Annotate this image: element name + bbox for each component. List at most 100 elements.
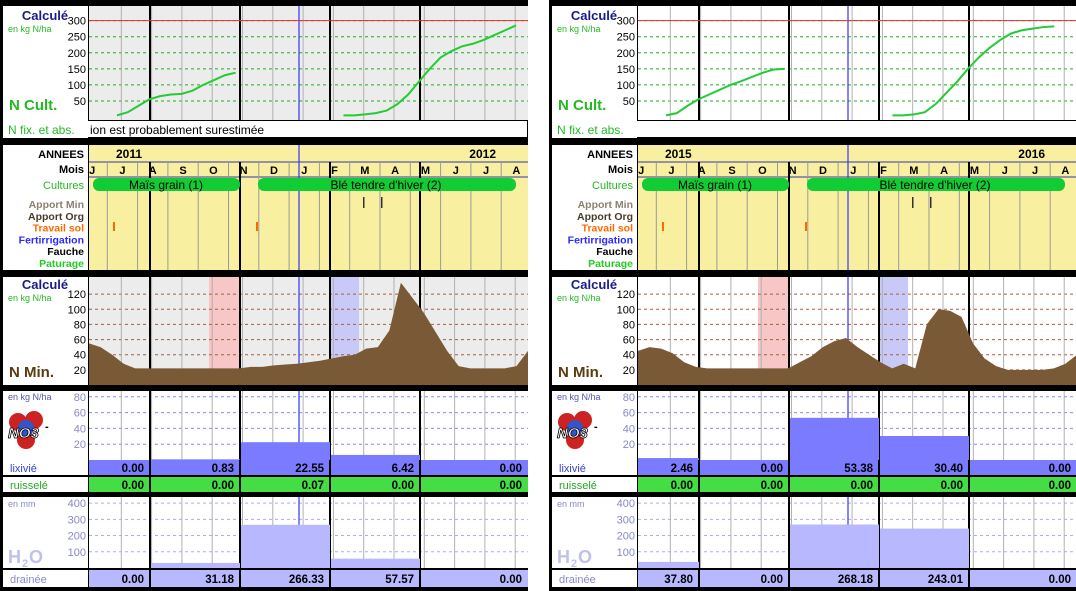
unit-label: en kg N/ha <box>557 392 601 402</box>
y-tick-label: 200 <box>68 531 86 543</box>
lixivie-label: lixivié <box>559 463 586 475</box>
h2o-o: O <box>29 547 43 567</box>
annees-label: ANNEES <box>38 149 84 161</box>
y-tick-label: 120 <box>617 289 635 301</box>
label-box <box>3 6 88 138</box>
lixivie-value: 0.00 <box>1049 463 1071 475</box>
y-tick-label: 400 <box>617 498 635 510</box>
y-tick-label: 60 <box>74 335 86 347</box>
lixivie-bar <box>331 454 420 460</box>
month-label: D <box>819 165 827 177</box>
ruissele-value: 0.00 <box>212 480 234 492</box>
mois-label: Mois <box>608 164 633 176</box>
apport-org-mark <box>930 197 932 208</box>
month-label: D <box>270 165 278 177</box>
year-2: 2012 <box>469 147 496 161</box>
nmin-area <box>638 309 1076 385</box>
label-box <box>552 145 637 270</box>
apport-org-mark <box>363 197 365 208</box>
ruissele-value: 0.00 <box>392 480 414 492</box>
cultures-label: Cultures <box>592 180 633 192</box>
ruissele-label-bg <box>552 477 637 492</box>
nfix-label: N fix. et abs. <box>557 123 624 137</box>
lixivie-bar <box>241 442 330 460</box>
y-tick-label: 300 <box>68 16 86 28</box>
lixivie-value: 53.38 <box>844 463 873 475</box>
ncult-series-line <box>665 67 785 117</box>
y-tick-label: 250 <box>68 32 86 44</box>
month-label: J <box>453 165 459 177</box>
nfix-label: N fix. et abs. <box>8 123 75 137</box>
month-label: N <box>789 165 797 177</box>
y-tick-label: 20 <box>74 439 86 451</box>
unit-label: en kg N/ha <box>8 392 52 402</box>
draine-value: 268.18 <box>838 574 874 586</box>
intervention-label: Fertirrigation <box>568 234 633 246</box>
label-box <box>552 6 637 138</box>
calcule-title: Calculé <box>22 277 68 292</box>
ncult-series-line <box>892 25 1055 117</box>
nfix-note: ion est probablement surestimée <box>90 123 264 137</box>
crop-label-2: Blé tendre d'hiver (2) <box>330 178 441 192</box>
ncult-label: N Cult. <box>558 97 606 114</box>
ruissele-value: 0.00 <box>761 480 783 492</box>
nmin-label: N Min. <box>558 364 603 381</box>
month-label: J <box>638 165 644 177</box>
calendar-bg <box>638 145 1076 270</box>
y-tick-label: 100 <box>68 547 86 559</box>
y-tick-label: 20 <box>623 439 635 451</box>
y-tick-label: 200 <box>617 531 635 543</box>
travail-sol-mark <box>662 222 664 231</box>
chart-panel-left: 50 100 150 200 250 300 Calculé en kg N/ha N Cult… <box>0 0 528 591</box>
ruissele-value: 0.00 <box>1049 480 1071 492</box>
ruissele-label: ruisselé <box>10 480 48 492</box>
unit-label: en mm <box>557 499 585 509</box>
draine-bar <box>331 558 420 568</box>
intervention-label: Apport Org <box>28 211 84 223</box>
y-tick-label: 60 <box>623 335 635 347</box>
month-label: A <box>940 165 948 177</box>
y-tick-label: 20 <box>623 365 635 377</box>
intervention-label: Travail sol <box>582 223 633 235</box>
lixivie-bar <box>638 458 699 460</box>
draine-value: 0.00 <box>122 574 144 586</box>
draine-label-bg <box>3 570 88 587</box>
y-tick-label: 300 <box>617 16 635 28</box>
intervention-label: Apport Min <box>578 199 633 211</box>
month-label: J <box>119 165 125 177</box>
h2o-2: 2 <box>571 558 577 570</box>
y-tick-label: 100 <box>68 80 86 92</box>
draine-bar <box>790 524 879 568</box>
draine-value: 266.33 <box>289 574 324 586</box>
ruissele-label: ruisselé <box>559 480 597 492</box>
atom-o-3 <box>17 431 35 449</box>
y-tick-label: 200 <box>68 48 86 60</box>
draine-label: drainée <box>10 574 47 586</box>
y-tick-label: 40 <box>74 350 86 362</box>
month-label: M <box>909 165 918 177</box>
y-tick-label: 80 <box>74 392 86 404</box>
lixivie-bar <box>790 417 879 460</box>
intervention-label: Fertirrigation <box>19 234 84 246</box>
travail-sol-mark <box>805 222 807 231</box>
ruissele-row-bg <box>638 477 1076 492</box>
lixivie-value: 0.83 <box>212 463 234 475</box>
lixivie-value: 2.46 <box>671 463 693 475</box>
no3-charge: - <box>45 421 49 433</box>
month-label: M <box>360 165 369 177</box>
ncult-label: N Cult. <box>9 97 57 114</box>
month-label: A <box>698 165 706 177</box>
ruissele-value: 0.00 <box>122 480 144 492</box>
calendar-section: ANNEES Mois Cultures 2015 2016 Apport MinAppo… <box>552 145 1076 270</box>
h2o-o: O <box>578 547 592 567</box>
unit-label: en kg N/ha <box>557 293 601 303</box>
y-tick-label: 40 <box>623 350 635 362</box>
month-label: F <box>880 165 887 177</box>
month-label: J <box>1032 165 1038 177</box>
lixivie-label-bg <box>3 460 88 475</box>
